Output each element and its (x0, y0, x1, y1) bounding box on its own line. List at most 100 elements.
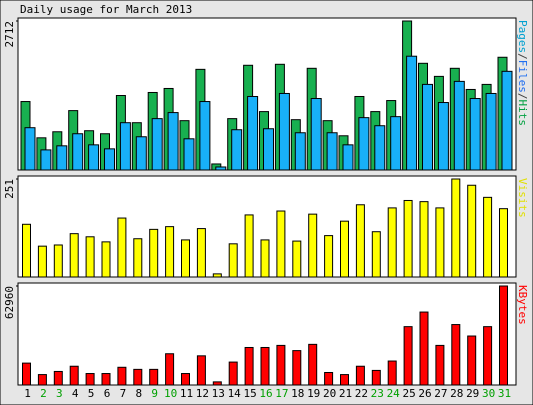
bar (294, 132, 306, 171)
bar (499, 208, 508, 278)
bar (231, 129, 243, 171)
bar (37, 374, 47, 386)
bar (165, 353, 175, 386)
legend-entry: Hits (516, 100, 529, 127)
bar (212, 381, 222, 386)
y-tick-label: 251 (3, 179, 16, 199)
bar (276, 210, 286, 278)
bar (40, 149, 52, 171)
x-tick-label: 17 (275, 387, 288, 400)
legend: Visits (516, 178, 529, 218)
legend-entry: Visits (516, 178, 529, 218)
bar (403, 199, 413, 278)
x-tick-label: 13 (212, 387, 225, 400)
bar (133, 238, 143, 278)
bar (151, 118, 163, 171)
bar (355, 204, 365, 278)
x-tick-label: 26 (418, 387, 431, 400)
bar (451, 324, 461, 386)
x-tick-label: 27 (434, 387, 447, 400)
x-tick-label: 11 (180, 387, 193, 400)
bar (342, 144, 354, 171)
bar (374, 125, 386, 171)
x-tick-label: 2 (40, 387, 47, 400)
x-tick-label: 12 (196, 387, 209, 400)
x-tick-label: 22 (355, 387, 368, 400)
x-tick-label: 21 (339, 387, 352, 400)
bar (69, 233, 79, 278)
bar (453, 80, 465, 171)
bar (406, 55, 418, 171)
legend-entry: Pages (516, 20, 529, 53)
x-tick-label: 8 (135, 387, 142, 400)
bar (104, 148, 115, 171)
bar (437, 102, 449, 171)
bar (499, 285, 508, 386)
x-tick-label: 14 (228, 387, 242, 400)
legend-entry: KBytes (516, 285, 529, 325)
bar (435, 207, 445, 278)
bar (501, 70, 513, 171)
legend-entry: / (516, 93, 529, 100)
bar (483, 196, 493, 278)
x-tick-label: 16 (259, 387, 272, 400)
x-tick-label: 7 (120, 387, 127, 400)
bar (358, 117, 370, 171)
x-tick-label: 28 (450, 387, 463, 400)
y-tick-label: 2712 (3, 21, 16, 48)
bar (419, 311, 429, 386)
bar (355, 365, 365, 386)
x-tick-label: 10 (164, 387, 177, 400)
bar (324, 371, 334, 386)
bar (467, 184, 477, 278)
chart-title: Daily usage for March 2013 (20, 3, 192, 16)
bar (167, 112, 179, 171)
bar (101, 241, 111, 278)
bar (435, 344, 445, 386)
legend: Pages/Files/Hits (516, 20, 529, 126)
x-tick-label: 5 (88, 387, 95, 400)
bar (467, 335, 477, 386)
bar (390, 116, 402, 171)
bar (371, 231, 381, 278)
bar (387, 207, 397, 278)
bar (340, 220, 349, 278)
bar (135, 136, 147, 171)
bar (451, 178, 461, 278)
bar (483, 326, 493, 386)
bar (72, 133, 84, 171)
bar (53, 370, 63, 386)
bar (183, 138, 195, 171)
x-tick-label: 18 (291, 387, 304, 400)
legend: KBytes (516, 285, 529, 325)
x-tick-label: 29 (466, 387, 479, 400)
bar (308, 343, 318, 386)
x-tick-label: 9 (151, 387, 158, 400)
bar (196, 355, 206, 386)
bar (244, 346, 254, 386)
bar (56, 145, 68, 171)
bar (119, 122, 131, 171)
bar (387, 360, 397, 386)
bar (308, 213, 318, 278)
x-tick-label: 31 (498, 387, 511, 400)
bar (24, 127, 36, 171)
bar (101, 373, 111, 386)
x-tick-label: 19 (307, 387, 320, 400)
x-tick-label: 3 (56, 387, 63, 400)
bar (260, 346, 270, 386)
bar (260, 239, 270, 278)
bar (292, 350, 302, 386)
bar (228, 361, 238, 386)
bar (149, 228, 159, 278)
bar (199, 101, 211, 171)
bar (181, 239, 190, 278)
bar (37, 245, 47, 278)
bar (278, 92, 290, 171)
x-tick-label: 4 (72, 387, 79, 400)
legend-entry: / (516, 53, 529, 60)
x-tick-label: 25 (402, 387, 415, 400)
bar (215, 166, 227, 171)
bar (419, 201, 429, 278)
